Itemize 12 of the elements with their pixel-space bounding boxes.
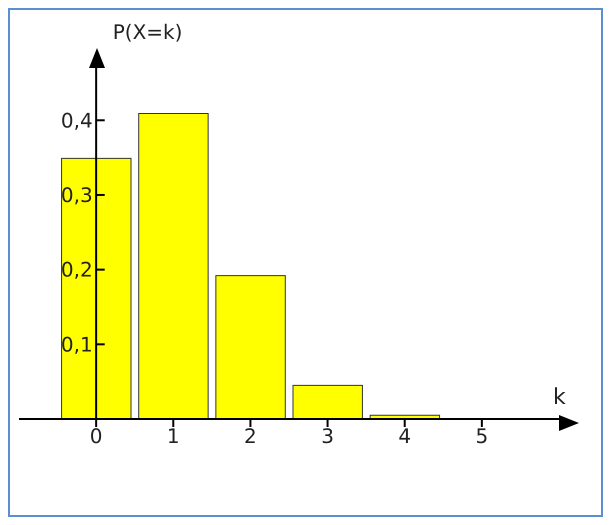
y-axis-title: P(X=k) [112,20,182,44]
x-tick-label: 5 [475,424,488,448]
y-tick-label: 0,4 [60,108,93,132]
y-tick-label: 0,3 [60,182,93,207]
y-tick-label: 0,2 [60,258,93,282]
y-tick-label: 0,1 [60,332,93,356]
x-axis-title: k [553,385,566,410]
x-tick-label: 0 [90,424,103,448]
x-tick-label: 3 [321,424,334,448]
x-tick-label: 2 [244,424,257,448]
x-tick-label: 4 [398,424,412,448]
x-tick-label: 1 [166,424,180,448]
